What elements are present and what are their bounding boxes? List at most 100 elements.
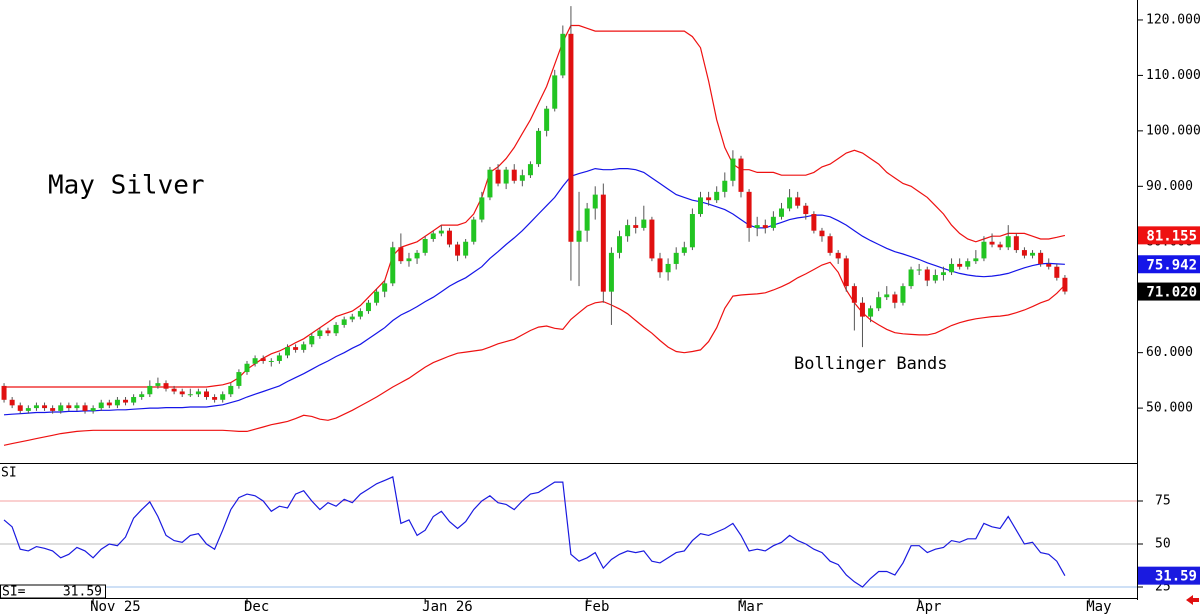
x-tick-label: May [1086,599,1111,615]
candle-body [633,225,639,228]
candle-body [544,108,550,131]
candle-body [1046,263,1052,267]
candle-body [770,216,776,228]
y-tick-label: 110.000 [1146,68,1200,83]
candle-body [74,405,80,409]
candle-body [139,394,145,398]
candle-body [876,297,882,309]
candle-body [568,33,574,242]
candle-body [422,238,428,253]
candle-body [892,294,898,303]
chart-title: May Silver [48,171,205,201]
candle-body [868,308,874,317]
candle-body [730,158,736,181]
candle-body [171,388,177,392]
scroll-arrow[interactable] [1186,595,1199,605]
x-tick-label: Jan 26 [422,599,473,615]
candle-body [414,252,420,259]
candle-body [835,252,841,259]
indicator-tag-label: 31.59 [1155,569,1197,585]
candle-body [374,291,380,303]
candle-body [811,214,817,231]
price-tag [1138,255,1200,274]
y-tick-label: 60.000 [1146,345,1193,360]
candle-body [471,219,477,242]
y-tick-label: 75 [1155,494,1171,509]
candle-body [1062,277,1068,292]
y-tick-label: 90.000 [1146,179,1193,194]
close-tag [1138,282,1200,301]
candle-body [179,391,185,395]
candle-body [90,408,96,411]
candle-body [50,408,56,411]
price-tag-label: 81.155 [1146,228,1197,244]
candle-body [787,197,793,209]
y-tick-label: 100.000 [1146,123,1200,138]
candle-body [762,225,768,228]
candle-body [503,169,509,184]
candle-body [932,275,938,281]
price-tag-label: 75.942 [1146,257,1197,273]
candle-body [884,294,890,298]
readout-value: 31.59 [63,585,102,600]
annotation: Bollinger Bands [794,354,948,374]
candle-body [819,230,825,237]
candle-body [487,169,493,198]
candle-body [1054,266,1060,278]
candle-body [349,316,355,320]
series-line [3,261,1066,446]
candle-body [398,247,404,262]
candle-body [123,399,129,403]
candle-body [276,355,282,361]
candle-body [625,225,631,237]
candle-body [9,399,15,406]
candle-body [519,175,525,181]
candle-body [98,402,104,409]
candle-body [430,233,436,239]
candle-body [803,205,809,215]
candle-body [681,247,687,253]
candle-body [584,208,590,231]
candle-body [851,286,857,303]
x-tick-label: Dec [244,599,269,615]
candle-body [106,402,112,406]
candle-body [463,241,469,256]
candle-body [859,302,865,317]
candle-body [560,33,566,76]
candle-body [187,394,193,396]
candle-body [698,197,704,215]
candle-body [673,252,679,264]
candle-body [746,191,752,228]
candle-body [608,252,614,292]
candle-body [495,169,501,184]
candle-body [220,394,226,400]
candle-body [301,344,307,350]
candle-body [455,244,461,256]
candle-body [17,405,23,411]
candle-body [406,258,412,262]
candle-body [252,358,258,364]
candle-body [58,405,64,411]
candle-body [212,397,218,400]
x-tick-label: Nov 25 [90,599,141,615]
candle-body [195,391,201,395]
candle-body [908,269,914,287]
candle-body [641,219,647,228]
candle-body [900,286,906,303]
candle-body [131,397,137,403]
candle-body [924,269,930,281]
candle-body [341,319,347,325]
candle-body [155,383,161,386]
y-tick-label: 50.000 [1146,401,1193,416]
candle-body [940,272,946,276]
candle-body [527,164,533,176]
candle-body [325,330,331,334]
readout-label: SI= [2,585,26,600]
candle-body [446,230,452,245]
candle-body [600,194,606,292]
candle-body [689,214,695,248]
candle-body [390,247,396,284]
candle-body [778,208,784,217]
candle-body [25,408,31,411]
